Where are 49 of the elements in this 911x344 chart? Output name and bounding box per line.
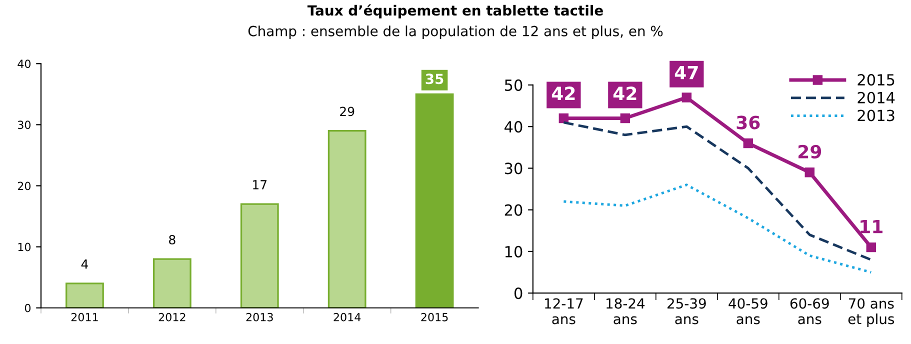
point xyxy=(620,113,630,124)
y-tick-label: 50 xyxy=(504,79,522,91)
data-label: 35 xyxy=(426,74,444,84)
legend-label: 2014 xyxy=(858,92,895,104)
bar xyxy=(152,258,192,308)
y-tick-label: 0 xyxy=(24,304,31,312)
x-tick-label: 60-69 ans xyxy=(790,298,829,324)
bar xyxy=(66,282,104,308)
legend-label: 2013 xyxy=(858,110,894,122)
bar xyxy=(240,203,279,308)
point xyxy=(682,92,692,102)
data-label: 36 xyxy=(736,116,760,130)
data-label: 29 xyxy=(340,106,354,116)
data-label: 8 xyxy=(169,234,176,244)
x-tick-label: 2012 xyxy=(158,312,186,322)
x-tick-label: 70 ans et plus xyxy=(848,298,894,327)
x-tick-label: 2014 xyxy=(334,312,361,322)
bar xyxy=(328,130,366,308)
y-tick-label: 30 xyxy=(18,120,31,130)
data-label: 47 xyxy=(674,66,698,80)
y-tick-label: 20 xyxy=(18,182,31,190)
x-tick-label: 18-24 ans xyxy=(606,298,645,324)
x-tick-label: 2013 xyxy=(246,312,273,322)
data-label: 11 xyxy=(860,220,882,234)
x-tick-label: 2015 xyxy=(421,312,448,322)
point xyxy=(866,242,876,252)
y-tick-label: 40 xyxy=(18,60,31,68)
x-tick-label: 40-59 ans xyxy=(728,298,768,324)
y-tick-label: 20 xyxy=(504,204,522,216)
point xyxy=(743,138,754,148)
x-tick-label: 2011 xyxy=(71,312,98,322)
chart-subtitle: Champ : ensemble de la population de 12 ans et plus, en % xyxy=(248,26,663,40)
x-tick-label: 25-39 ans xyxy=(668,298,706,324)
y-tick-label: 10 xyxy=(505,246,522,258)
data-label: 42 xyxy=(613,86,636,100)
data-label: 29 xyxy=(798,144,822,158)
bar xyxy=(415,93,454,308)
point xyxy=(558,113,569,124)
data-label: 4 xyxy=(81,260,88,269)
y-tick-label: 30 xyxy=(504,162,522,174)
y-tick-label: 40 xyxy=(504,121,522,133)
legend-label: 2015 xyxy=(858,74,894,86)
chart-title: Taux d’équipement en tablette tactile xyxy=(307,4,603,18)
point xyxy=(804,168,815,178)
x-tick-label: 12-17 ans xyxy=(545,298,583,324)
data-label: 42 xyxy=(552,86,575,100)
y-tick-label: 10 xyxy=(18,242,31,252)
y-tick-label: 0 xyxy=(514,288,522,300)
data-label: 17 xyxy=(253,180,267,190)
